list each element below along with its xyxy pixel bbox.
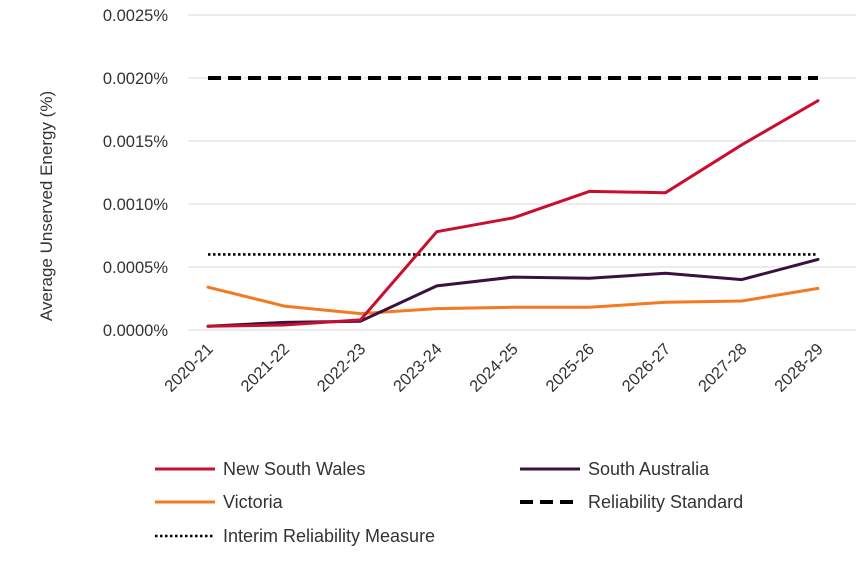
y-axis-ticks: 0.0000% 0.0005% 0.0010% 0.0015% 0.0020% 0.002…: [103, 7, 168, 340]
y-tick-label: 0.0000%: [103, 322, 168, 340]
series-line-new-south-wales: [206, 99, 820, 328]
x-tick-label: 2028-29: [771, 340, 827, 396]
y-axis-label: Average Unserved Energy (%): [37, 91, 56, 321]
legend-item-new-south-wales: New South Wales: [155, 459, 365, 479]
legend-label: South Australia: [588, 459, 710, 479]
y-tick-label: 0.0025%: [103, 7, 168, 25]
gridlines: [188, 14, 856, 331]
y-tick-label: 0.0020%: [103, 70, 168, 88]
legend-label: New South Wales: [223, 459, 365, 479]
series-line-victoria: [206, 285, 820, 316]
x-tick-label: 2026-27: [619, 340, 675, 396]
x-tick-label: 2025-26: [543, 340, 599, 396]
x-axis-ticks: 2020-21 2021-22 2022-23 2023-24 2024-25 2025-…: [161, 340, 827, 396]
legend-item-interim-reliability-measure: Interim Reliability Measure: [155, 526, 435, 546]
x-tick-label: 2027-28: [695, 340, 751, 396]
legend-label: Reliability Standard: [588, 492, 743, 512]
x-tick-label: 2021-22: [238, 340, 294, 396]
legend-label: Victoria: [223, 492, 284, 512]
x-tick-label: 2020-21: [161, 340, 217, 396]
x-tick-label: 2023-24: [390, 340, 446, 396]
legend-label: Interim Reliability Measure: [223, 526, 435, 546]
y-tick-label: 0.0005%: [103, 259, 168, 277]
legend: New South Wales South Australia Victoria Re…: [155, 459, 743, 546]
legend-item-victoria: Victoria: [155, 492, 284, 512]
legend-item-south-australia: South Australia: [520, 459, 710, 479]
series-lines: [206, 76, 820, 328]
series-line-south-australia: [206, 257, 820, 328]
x-tick-label: 2024-25: [466, 340, 522, 396]
y-tick-label: 0.0010%: [103, 196, 168, 214]
y-tick-label: 0.0015%: [103, 133, 168, 151]
x-tick-label: 2022-23: [314, 340, 370, 396]
legend-item-reliability-standard: Reliability Standard: [520, 492, 743, 512]
